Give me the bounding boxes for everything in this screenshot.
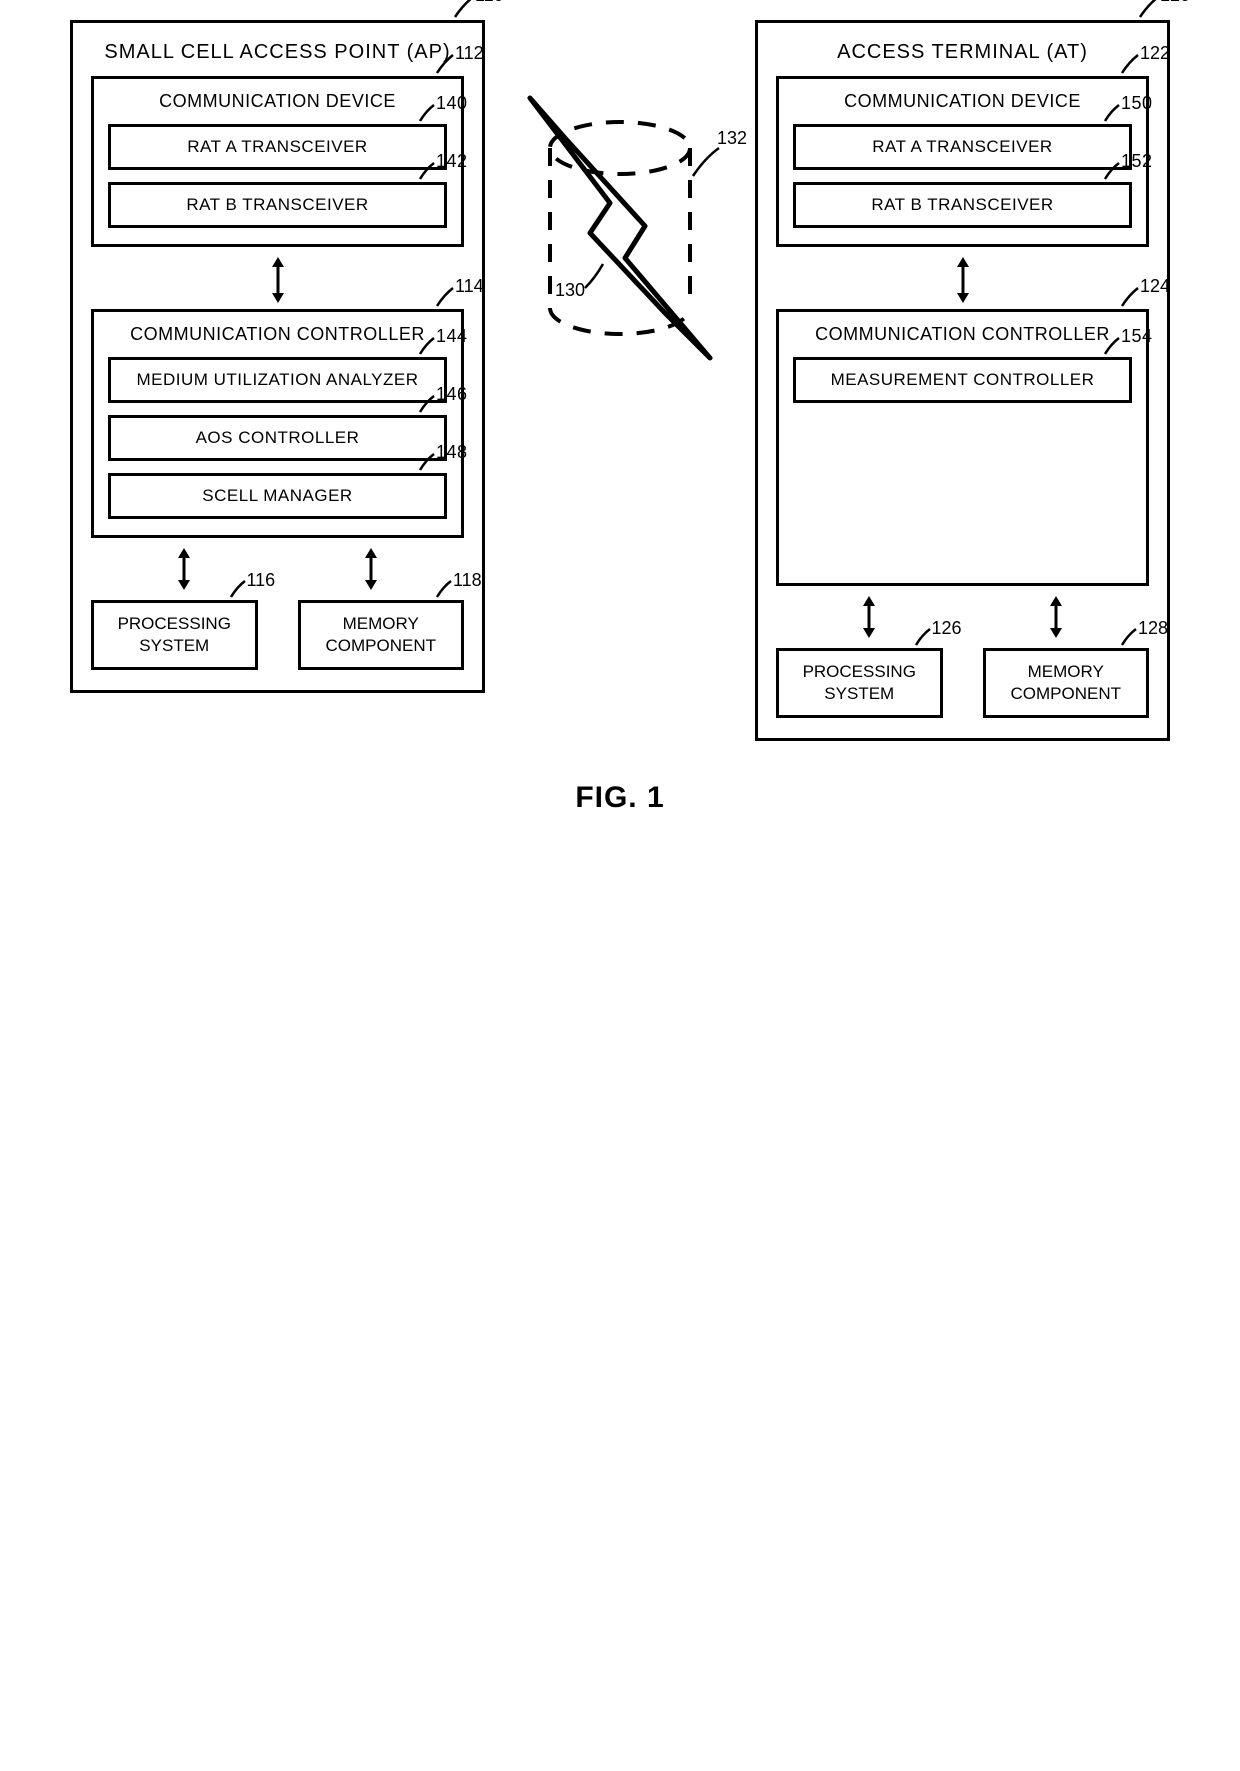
ap-memory-l2: COMPONENT bbox=[326, 636, 437, 655]
at-processing: 126 PROCESSING SYSTEM bbox=[776, 648, 943, 718]
ap-arrow-comm-controller bbox=[91, 255, 464, 305]
ap-memory: 118 MEMORY COMPONENT bbox=[298, 600, 465, 670]
ref-bolt: 130 bbox=[555, 280, 585, 301]
at-device: 120 ACCESS TERMINAL (AT) 122 COMMUNICATI… bbox=[755, 20, 1170, 741]
at-memory-l1: MEMORY bbox=[1028, 662, 1104, 681]
ap-rat-b-label: RAT B TRANSCEIVER bbox=[186, 195, 368, 214]
at-processing-l2: SYSTEM bbox=[824, 684, 894, 703]
ref-at: 120 bbox=[1134, 0, 1189, 21]
at-rat-b-label: RAT B TRANSCEIVER bbox=[871, 195, 1053, 214]
at-memory: 128 MEMORY COMPONENT bbox=[983, 648, 1150, 718]
ap-controller: 114 COMMUNICATION CONTROLLER 144 MEDIUM … bbox=[91, 309, 464, 538]
figure-container: 110 SMALL CELL ACCESS POINT (AP) 112 COM… bbox=[20, 20, 1220, 741]
ref-coverage: 132 bbox=[717, 128, 747, 149]
ap-scell: 148 SCELL MANAGER bbox=[108, 473, 447, 519]
ref-ap-rat-b: 142 bbox=[414, 157, 462, 183]
at-meas: 154 MEASUREMENT CONTROLLER bbox=[793, 357, 1132, 403]
at-title: ACCESS TERMINAL (AT) bbox=[776, 41, 1149, 64]
at-comm-device: 122 COMMUNICATION DEVICE 150 RAT A TRANS… bbox=[776, 76, 1149, 247]
at-rat-b: 152 RAT B TRANSCEIVER bbox=[793, 182, 1132, 228]
ref-at-memory: 128 bbox=[1116, 623, 1162, 649]
ap-rat-b: 142 RAT B TRANSCEIVER bbox=[108, 182, 447, 228]
ref-ap-processing: 116 bbox=[225, 575, 271, 601]
at-arrow-comm-controller bbox=[776, 255, 1149, 305]
ref-at-rat-a: 150 bbox=[1099, 99, 1147, 125]
ref-ap-aos: 146 bbox=[414, 390, 462, 416]
ref-ap-controller: 114 bbox=[431, 282, 481, 310]
ap-rat-a: 140 RAT A TRANSCEIVER bbox=[108, 124, 447, 170]
ap-bottom-row: 116 PROCESSING SYSTEM 118 MEMORY COMPONE… bbox=[91, 600, 464, 670]
ap-title: SMALL CELL ACCESS POINT (AP) bbox=[91, 41, 464, 64]
at-meas-label: MEASUREMENT CONTROLLER bbox=[831, 370, 1095, 389]
ap-processing-l2: SYSTEM bbox=[139, 636, 209, 655]
ap-device: 110 SMALL CELL ACCESS POINT (AP) 112 COM… bbox=[70, 20, 485, 693]
at-comm-title: COMMUNICATION DEVICE bbox=[793, 91, 1132, 112]
ref-at-meas: 154 bbox=[1099, 332, 1147, 358]
ap-comm-title: COMMUNICATION DEVICE bbox=[108, 91, 447, 112]
at-rat-a-label: RAT A TRANSCEIVER bbox=[872, 137, 1052, 156]
at-controller: 124 COMMUNICATION CONTROLLER 154 MEASURE… bbox=[776, 309, 1149, 586]
ref-ap-memory: 118 bbox=[431, 575, 477, 601]
ref-at-controller: 124 bbox=[1116, 282, 1166, 310]
ref-ap-mua: 144 bbox=[414, 332, 462, 358]
ap-rat-a-label: RAT A TRANSCEIVER bbox=[187, 137, 367, 156]
ap-arrows-bottom bbox=[91, 546, 464, 592]
ap-mua-label: MEDIUM UTILIZATION ANALYZER bbox=[136, 370, 418, 389]
ap-comm-device: 112 COMMUNICATION DEVICE 140 RAT A TRANS… bbox=[91, 76, 464, 247]
ref-ap: 110 bbox=[449, 0, 504, 21]
ref-ap-scell: 148 bbox=[414, 448, 462, 474]
ap-aos-label: AOS CONTROLLER bbox=[196, 428, 360, 447]
ap-scell-label: SCELL MANAGER bbox=[202, 486, 352, 505]
ref-at-comm: 122 bbox=[1116, 49, 1166, 77]
ref-ap-comm: 112 bbox=[431, 49, 481, 77]
ref-at-processing: 126 bbox=[910, 623, 956, 649]
at-controller-title: COMMUNICATION CONTROLLER bbox=[793, 324, 1132, 345]
ap-controller-title: COMMUNICATION CONTROLLER bbox=[108, 324, 447, 345]
at-memory-l2: COMPONENT bbox=[1011, 684, 1122, 703]
ref-at-rat-b: 152 bbox=[1099, 157, 1147, 183]
wireless-link: 130 132 bbox=[495, 58, 745, 403]
ap-mua: 144 MEDIUM UTILIZATION ANALYZER bbox=[108, 357, 447, 403]
link-svg bbox=[495, 58, 745, 398]
at-rat-a: 150 RAT A TRANSCEIVER bbox=[793, 124, 1132, 170]
ref-ap-rat-a: 140 bbox=[414, 99, 462, 125]
ap-processing-l1: PROCESSING bbox=[118, 614, 231, 633]
ap-aos: 146 AOS CONTROLLER bbox=[108, 415, 447, 461]
figure-label: FIG. 1 bbox=[20, 781, 1220, 815]
ap-processing: 116 PROCESSING SYSTEM bbox=[91, 600, 258, 670]
at-processing-l1: PROCESSING bbox=[803, 662, 916, 681]
ap-memory-l1: MEMORY bbox=[343, 614, 419, 633]
at-bottom-row: 126 PROCESSING SYSTEM 128 MEMORY COMPONE… bbox=[776, 648, 1149, 718]
at-arrows-bottom bbox=[776, 594, 1149, 640]
